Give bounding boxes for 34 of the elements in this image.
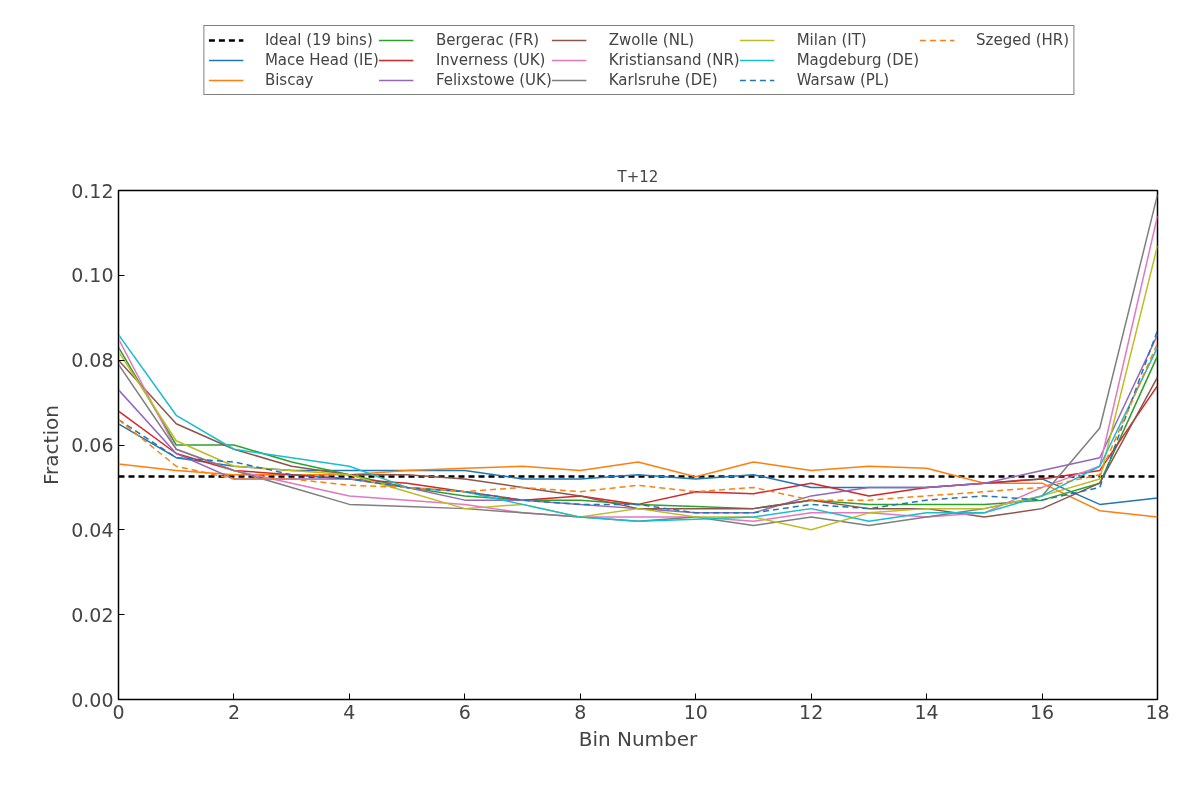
legend-label: Kristiansand (NR)	[608, 51, 740, 69]
legend-label: Inverness (UK)	[435, 51, 546, 69]
x-tick-label: 8	[574, 700, 587, 723]
x-tick-label: 0	[112, 700, 125, 723]
legend-label: Warsaw (PL)	[796, 71, 890, 89]
legend-label: Felixstowe (UK)	[435, 71, 552, 89]
x-tick-label: 14	[914, 700, 939, 723]
y-tick-label: 0.04	[71, 518, 114, 541]
x-tick-label: 2	[227, 700, 240, 723]
y-axis-title: Fraction	[39, 405, 64, 485]
legend-label: Zwolle (NL)	[608, 31, 695, 49]
y-tick-label: 0.06	[71, 434, 114, 456]
y-tick-label: 0.00	[71, 688, 114, 711]
x-tick-label: 18	[1145, 700, 1170, 723]
legend-label: Szeged (HR)	[976, 31, 1070, 49]
legend-label: Ideal (19 bins)	[264, 31, 373, 49]
x-tick-label: 16	[1029, 700, 1055, 723]
legend-label: Mace Head (IE)	[264, 51, 379, 69]
x-tick-label: 10	[683, 700, 708, 723]
legend-label: Magdeburg (DE)	[796, 51, 920, 69]
legend-label: Biscay	[264, 71, 314, 89]
x-tick-label: 6	[458, 700, 471, 723]
chart-title: T+12	[616, 167, 659, 186]
line-series	[118, 384, 1158, 506]
y-tick-label: 0.10	[71, 264, 114, 287]
legend-label: Karlsruhe (DE)	[608, 71, 718, 89]
y-tick-label: 0.12	[71, 179, 114, 202]
y-tick-label: 0.02	[71, 603, 114, 626]
legend-label: Milan (IT)	[796, 31, 867, 49]
legend-label: Bergerac (FR)	[435, 31, 540, 49]
x-tick-label: 12	[799, 700, 824, 723]
x-axis-title: Bin Number	[578, 726, 699, 751]
y-tick-label: 0.08	[71, 349, 114, 372]
x-tick-label: 4	[343, 700, 356, 723]
